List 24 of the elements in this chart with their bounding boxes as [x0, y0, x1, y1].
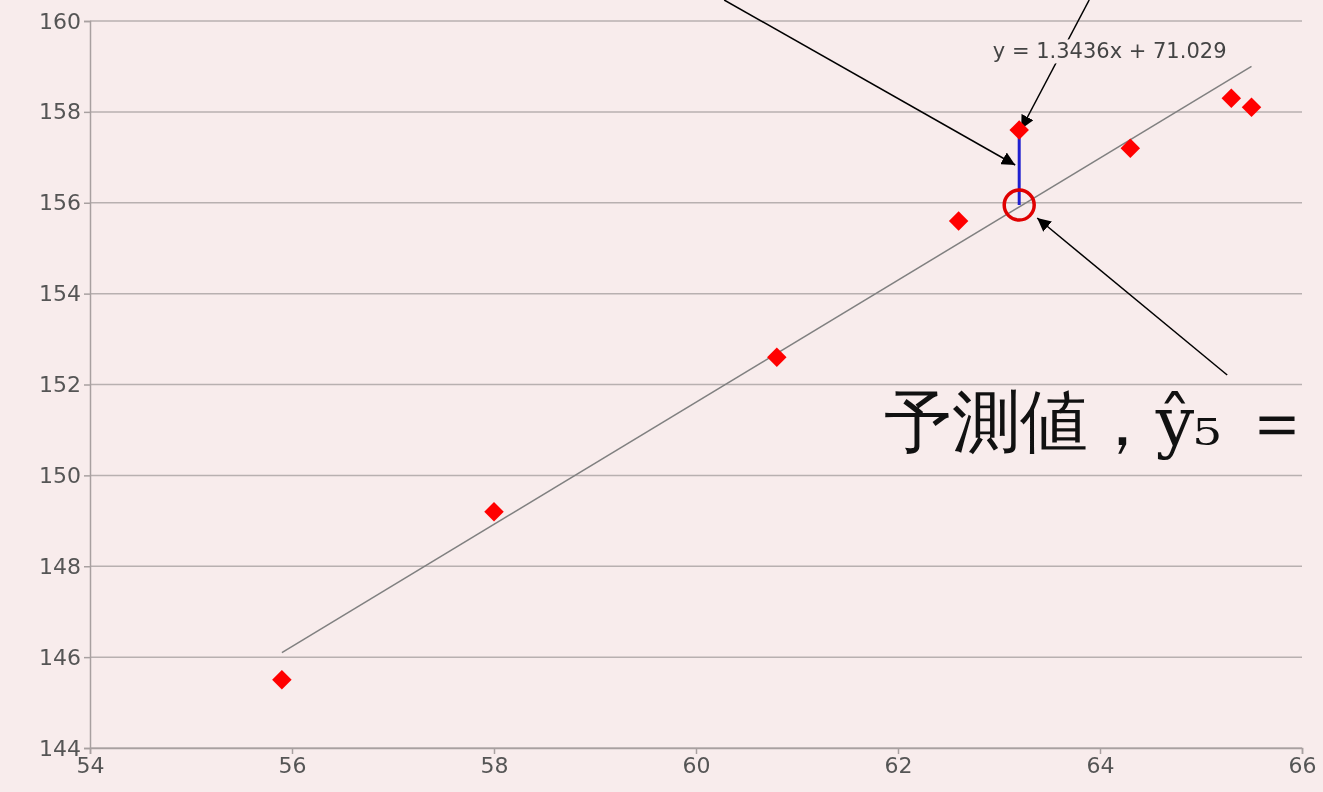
point: [1241, 97, 1262, 118]
y-tick-label: 156: [39, 190, 81, 216]
y-tick-label: 152: [39, 372, 81, 398]
x-tick-label: 62: [884, 752, 913, 778]
y-tick-label: 154: [39, 281, 81, 307]
point: [484, 501, 504, 522]
x-tick-label: 60: [682, 752, 711, 778]
y-tick-label: 148: [39, 553, 81, 579]
y-tick-label: 150: [39, 462, 81, 488]
point: [1221, 88, 1242, 108]
x-tick-label: 64: [1086, 752, 1115, 778]
x-tick-label: 66: [1288, 752, 1317, 778]
x-tick-label: 58: [480, 752, 509, 778]
y-tick-label: 158: [39, 99, 81, 125]
x-tick-label: 56: [278, 752, 307, 778]
point: [1120, 138, 1141, 158]
point: [948, 211, 969, 231]
y-tick-label: 146: [39, 644, 81, 670]
point: [767, 347, 787, 367]
point: [1009, 120, 1029, 140]
y-tick-label: 160: [39, 8, 81, 34]
annotation: y = 1.3436x + 71.029: [992, 39, 1227, 64]
annotation: 予測値，ŷ₅ ＝: [883, 382, 1311, 462]
point: [272, 670, 292, 690]
